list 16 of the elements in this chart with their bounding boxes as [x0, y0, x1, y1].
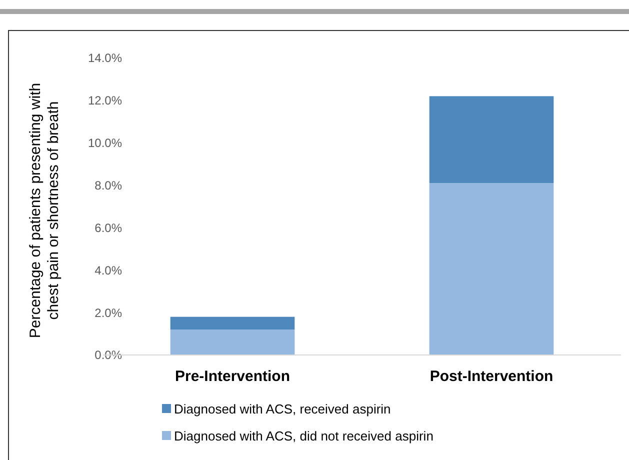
y-tick-label: 4.0%	[94, 263, 122, 278]
y-tick-label: 14.0%	[88, 51, 122, 66]
y-tick-label: 12.0%	[88, 94, 122, 108]
y-tick-label: 10.0%	[88, 136, 122, 150]
legend-label: Diagnosed with ACS, received aspirin	[174, 402, 391, 417]
bar	[429, 96, 554, 184]
bar	[170, 330, 295, 355]
legend-label: Diagnosed with ACS, did not received aspirin	[174, 428, 434, 444]
bar	[170, 316, 295, 330]
x-tick-label: Pre-Intervention	[174, 368, 290, 385]
y-tick-label: 8.0%	[94, 178, 122, 192]
y-tick-label: 6.0%	[94, 220, 122, 235]
y-axis-title: Percentage of patients presenting with chest pain or shortness of breath	[27, 82, 62, 338]
y-tick-label: 2.0%	[94, 306, 122, 320]
bar	[429, 183, 554, 355]
x-tick-label: Post-Intervention	[430, 368, 554, 385]
